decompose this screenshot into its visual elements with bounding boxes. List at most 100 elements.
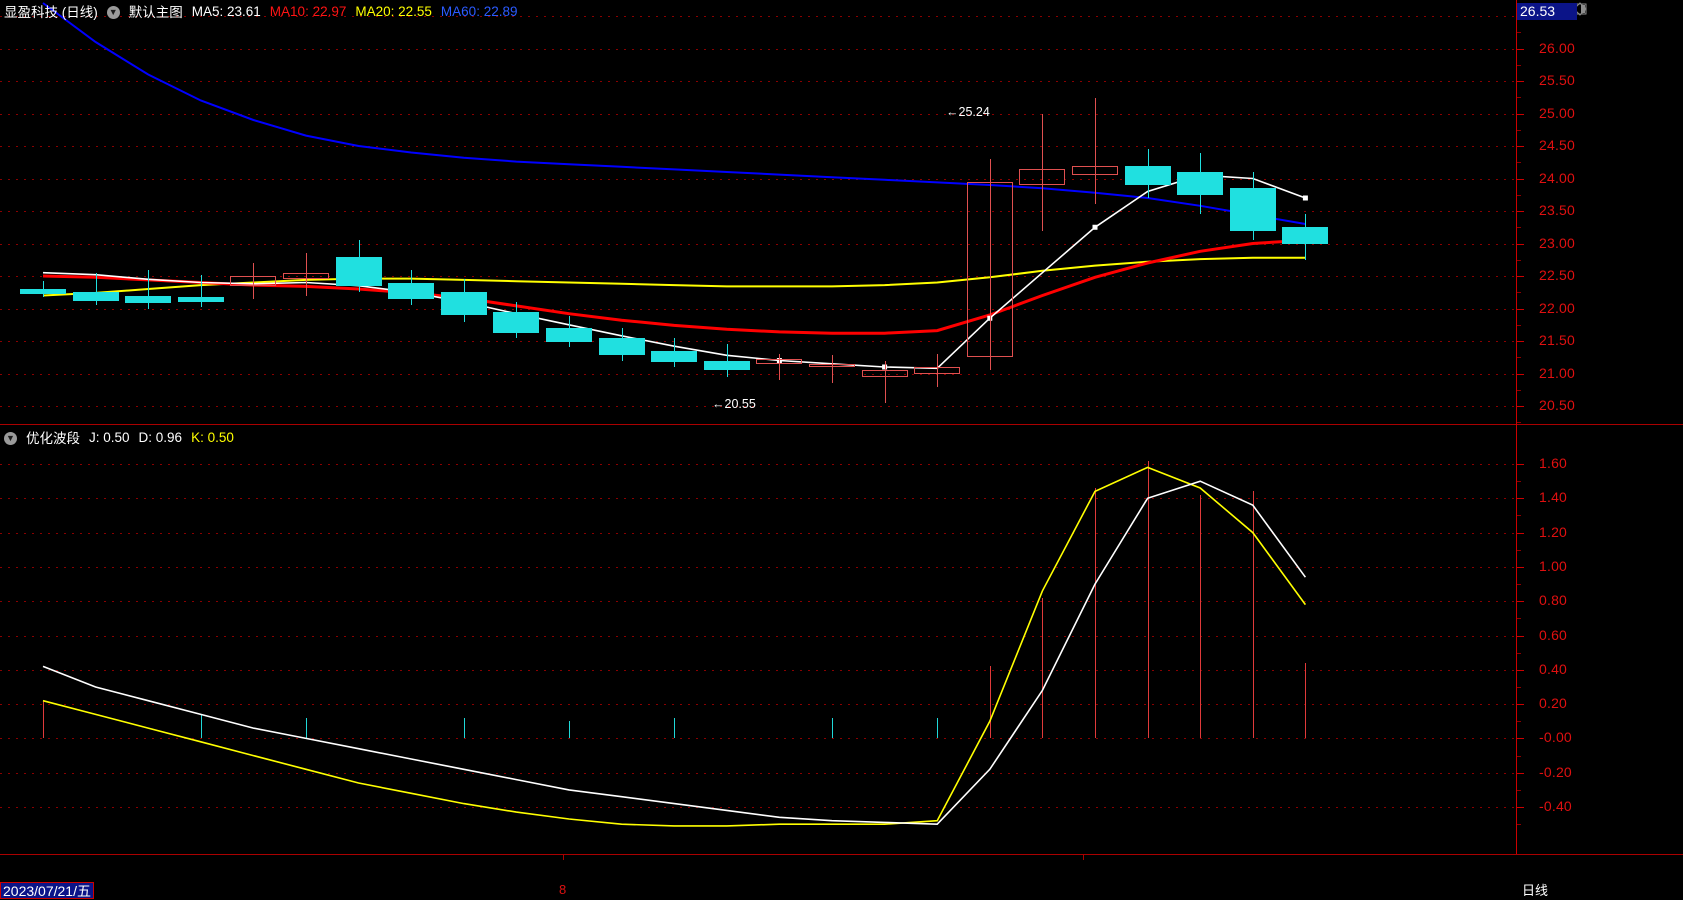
indicator-axis-tickmark	[1517, 601, 1524, 603]
indicator-bar	[1253, 491, 1254, 739]
indicator-gridline	[0, 772, 1516, 774]
layout-label[interactable]: 默认主图	[128, 5, 183, 20]
price-gridline	[0, 16, 1516, 17]
candle-body	[440, 292, 487, 315]
indicator-axis-tick: -0.40	[1539, 798, 1572, 814]
candle-wick	[306, 253, 307, 296]
indicator-axis-tickmark	[1517, 464, 1524, 465]
indicator-bar	[990, 666, 991, 739]
current-price-readout: 26.53	[1517, 3, 1577, 20]
price-axis-tick: 22.50	[1539, 267, 1576, 283]
price-axis-tickmark	[1517, 146, 1524, 147]
indicator-plot-area[interactable]	[0, 424, 1516, 854]
indicator-gridline	[0, 601, 1516, 603]
indicator-bar	[674, 717, 675, 739]
indicator-series-svg	[42, 466, 1307, 827]
annotation-high-text: 25.24	[958, 105, 990, 119]
indicator-bar	[1042, 597, 1043, 739]
candle-body	[388, 282, 435, 299]
price-gridline	[0, 341, 1516, 342]
candle-body	[1019, 168, 1066, 185]
price-axis-minor-tickmark	[1517, 64, 1521, 66]
x-axis-tick-label: 8	[559, 882, 567, 897]
price-axis-minor-tickmark	[1517, 97, 1521, 99]
price-axis-minor-tickmark	[1517, 162, 1521, 164]
indicator-gridline	[0, 738, 1516, 740]
candle-body	[1072, 165, 1118, 176]
price-gridline	[0, 406, 1516, 407]
ma10-readout: MA10: 22.97	[269, 3, 347, 19]
indicator-axis-tick: -0.00	[1539, 729, 1572, 746]
indicator-bar	[569, 721, 570, 739]
candle-wick	[201, 274, 202, 308]
indicator-bar	[832, 717, 833, 739]
price-axis-tickmark	[1517, 276, 1524, 277]
symbol-label: 显盈科技 (日线)	[4, 5, 98, 20]
indicator-axis-minor-tickmark	[1517, 584, 1521, 585]
price-gridline	[0, 48, 1516, 50]
indicator-axis-minor-tickmark	[1517, 652, 1521, 654]
indicator-axis-minor-tickmark	[1517, 789, 1521, 791]
candle-body	[20, 289, 66, 295]
candle-body	[756, 359, 803, 364]
price-axis-tickmark	[1517, 48, 1524, 50]
price-axis-tickmark	[1517, 113, 1524, 115]
indicator-name[interactable]: 优化波段	[26, 431, 80, 446]
indicator-axis-tickmark	[1517, 532, 1524, 534]
price-panel-header: 显盈科技 (日线) ▼ 默认主图 MA5: 23.61 MA10: 22.97 …	[0, 0, 526, 22]
indicator-k-readout: K: 0.50	[191, 429, 234, 445]
annotation-low-text: 20.55	[724, 397, 756, 411]
candle-body	[335, 256, 382, 286]
indicator-bar	[306, 717, 307, 739]
date-readout: 2023/07/21/五	[0, 882, 94, 899]
candle-body	[703, 360, 750, 371]
candle-wick	[96, 272, 97, 306]
indicator-axis-tickmark	[1517, 738, 1524, 740]
candle-body	[914, 367, 961, 374]
candle-wick	[990, 159, 991, 371]
candle-wick	[1042, 113, 1043, 231]
candle-wick	[43, 281, 44, 297]
indicator-axis-minor-tickmark	[1517, 549, 1521, 551]
indicator-gridline	[0, 704, 1516, 706]
price-axis-minor-tickmark	[1517, 227, 1521, 229]
indicator-axis-tickmark	[1517, 498, 1524, 500]
indicator-axis-minor-tickmark	[1517, 721, 1521, 723]
candle-body	[283, 272, 329, 280]
candle-body	[966, 181, 1013, 358]
price-axis-tickmark	[1517, 373, 1524, 375]
price-axis-minor-tickmark	[1517, 324, 1521, 326]
price-axis-minor-tickmark	[1517, 32, 1521, 34]
indicator-axis-tick: 0.80	[1539, 592, 1568, 609]
candle-wick	[253, 263, 254, 299]
price-axis-tickmark	[1517, 308, 1524, 310]
indicator-chevron-down-icon[interactable]: ▼	[4, 431, 17, 445]
price-gridline	[0, 146, 1516, 147]
price-axis-minor-tickmark	[1517, 292, 1521, 294]
indicator-gridline	[0, 498, 1516, 500]
price-axis-tick: 25.00	[1539, 104, 1576, 121]
price-axis-tick: 20.50	[1539, 397, 1576, 413]
indicator-axis-minor-tickmark	[1517, 481, 1521, 483]
price-gridline	[0, 113, 1516, 115]
price-axis-minor-tickmark	[1517, 194, 1521, 196]
status-bar: 2023/07/21/五 8 日线	[0, 854, 1683, 900]
price-axis-tick: 23.50	[1539, 202, 1576, 218]
period-label[interactable]: 日线	[1522, 883, 1549, 898]
ma20-readout: MA20: 22.55	[355, 3, 432, 19]
indicator-axis[interactable]: 1.60 1.40 1.20 1.00 0.80 0.60 0.40 0.20 -0.00 -0.…	[1516, 424, 1683, 854]
price-gridline	[0, 81, 1516, 82]
price-plot-area[interactable]: ←25.24 ←20.55	[0, 0, 1516, 424]
indicator-panel-header: ▼ 优化波段 J: 0.50 D: 0.96 K: 0.50	[0, 426, 243, 448]
price-axis-tick: 24.00	[1539, 169, 1576, 186]
chevron-down-icon[interactable]: ▼	[106, 5, 120, 19]
price-axis[interactable]: 26.5026.0025.5025.0024.5024.0023.5023.00…	[1516, 0, 1683, 424]
candle-body	[1282, 227, 1329, 244]
indicator-axis-minor-tickmark	[1517, 515, 1521, 517]
indicator-j-readout: J: 0.50	[89, 429, 130, 445]
price-axis-tickmark	[1517, 243, 1524, 245]
candle-body	[1229, 188, 1276, 231]
indicator-gridline	[0, 532, 1516, 534]
indicator-axis-minor-tickmark	[1517, 618, 1521, 620]
